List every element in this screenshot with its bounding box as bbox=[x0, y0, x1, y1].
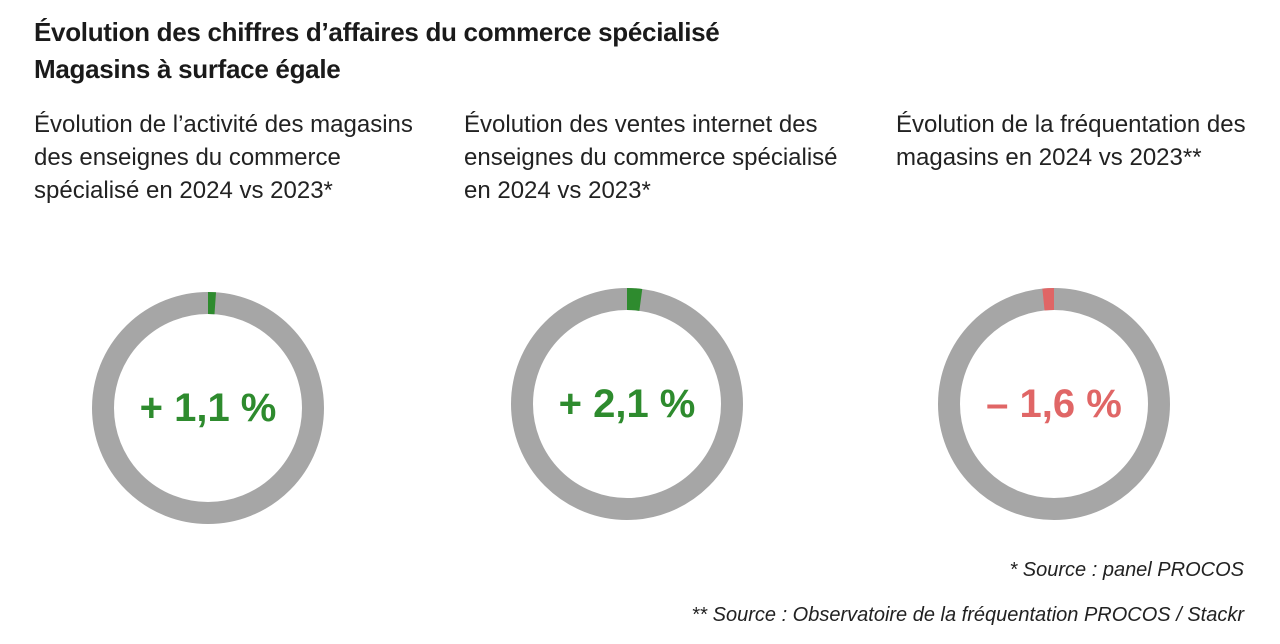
panel-label-frequentation: Évolution de la fréquentation des magasi… bbox=[896, 111, 1246, 171]
donut-segment-internet bbox=[626, 288, 643, 311]
panel-frequentation: Évolution de la fréquentation des magasi… bbox=[896, 108, 1276, 174]
panel-internet: Évolution des ventes internet des enseig… bbox=[464, 108, 844, 207]
donut-internet: + 2,1 % bbox=[507, 284, 747, 524]
panel-label-internet: Évolution des ventes internet des enseig… bbox=[464, 111, 838, 204]
donut-svg-activite bbox=[92, 292, 324, 524]
donut-value-frequentation: – 1,6 % bbox=[986, 381, 1122, 426]
title-line-2: Magasins à surface égale bbox=[34, 54, 341, 84]
source-note-2: ** Source : Observatoire de la fréquenta… bbox=[691, 604, 1244, 626]
donut-activite: + 1,1 % bbox=[88, 288, 328, 528]
title-line-1: Évolution des chiffres d’affaires du com… bbox=[34, 17, 720, 47]
donut-svg-frequentation bbox=[938, 288, 1170, 520]
donut-value-activite: + 1,1 % bbox=[139, 385, 277, 430]
donut-svg-internet bbox=[511, 288, 743, 520]
chart-title: Évolution des chiffres d’affaires du com… bbox=[34, 14, 720, 88]
source-note-1: * Source : panel PROCOS bbox=[1009, 559, 1244, 581]
panel-activite: Évolution de l’activité des magasins des… bbox=[34, 108, 414, 207]
panel-label-activite: Évolution de l’activité des magasins des… bbox=[34, 111, 413, 204]
donut-segment-frequentation bbox=[1042, 288, 1055, 311]
donut-frequentation: – 1,6 % bbox=[934, 284, 1174, 524]
donut-value-internet: + 2,1 % bbox=[558, 381, 696, 426]
